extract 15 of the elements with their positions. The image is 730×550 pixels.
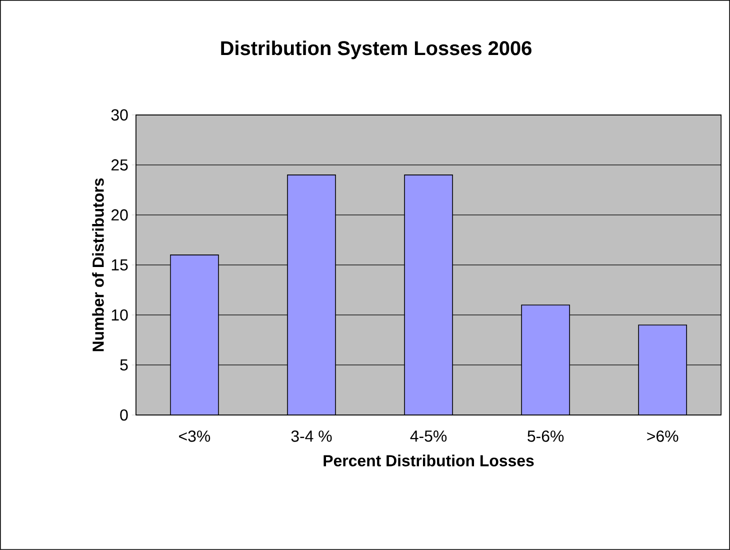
y-axis-title: Number of Distributors (92, 178, 104, 352)
x-tick-label: 5-6% (528, 430, 564, 442)
y-tick-label: 30 (111, 109, 128, 121)
x-tick-label: 3-4 % (291, 430, 332, 442)
y-tick-label: 15 (112, 259, 128, 271)
y-tick-label: 5 (120, 359, 128, 371)
y-tick-label: 10 (112, 309, 128, 321)
chart-title: Distribution System Losses 2006 (221, 40, 532, 60)
x-tick-label: 4-5% (410, 430, 447, 442)
y-tick-label: 25 (111, 159, 128, 171)
y-tick-label: 0 (120, 409, 128, 421)
x-tick-label: <3% (179, 430, 210, 442)
x-tick-label: >6% (647, 430, 678, 442)
x-axis-title: Percent Distribution Losses (324, 454, 534, 466)
y-tick-label: 20 (111, 209, 128, 221)
